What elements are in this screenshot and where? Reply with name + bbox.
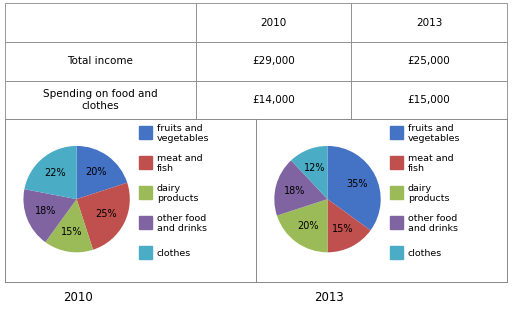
Text: 2013: 2013 (314, 291, 344, 304)
Text: 2010: 2010 (63, 291, 93, 304)
